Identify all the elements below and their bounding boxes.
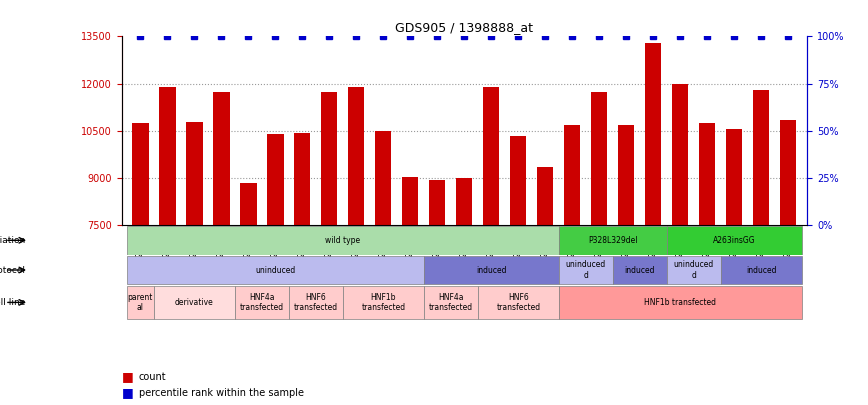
FancyBboxPatch shape <box>127 286 154 319</box>
Bar <box>240 183 257 226</box>
Text: HNF1b
transfected: HNF1b transfected <box>361 293 405 312</box>
Bar <box>537 167 554 226</box>
Text: HNF6
transfected: HNF6 transfected <box>294 293 338 312</box>
Bar <box>402 177 418 226</box>
Bar <box>618 125 635 226</box>
Text: count: count <box>139 372 167 382</box>
Text: uninduced: uninduced <box>255 266 295 275</box>
Text: cell line: cell line <box>0 298 25 307</box>
FancyBboxPatch shape <box>613 256 667 284</box>
Text: induced: induced <box>477 266 507 275</box>
Text: HNF4a
transfected: HNF4a transfected <box>240 293 284 312</box>
Text: ■: ■ <box>122 370 134 383</box>
Bar <box>700 123 715 226</box>
Bar <box>132 123 148 226</box>
FancyBboxPatch shape <box>343 286 424 319</box>
FancyBboxPatch shape <box>127 256 424 284</box>
Bar <box>430 180 445 226</box>
Bar <box>727 129 742 226</box>
FancyBboxPatch shape <box>667 256 720 284</box>
Text: uninduced
d: uninduced d <box>674 260 714 280</box>
Text: wild type: wild type <box>326 236 360 245</box>
Bar <box>348 87 365 226</box>
FancyBboxPatch shape <box>559 226 667 255</box>
Text: genotype/variation: genotype/variation <box>0 236 25 245</box>
Bar <box>672 84 688 226</box>
Bar <box>187 122 202 226</box>
Text: uninduced
d: uninduced d <box>566 260 606 280</box>
FancyBboxPatch shape <box>559 286 802 319</box>
Text: induced: induced <box>746 266 777 275</box>
Bar <box>457 178 472 226</box>
Text: P328L329del: P328L329del <box>589 236 638 245</box>
Bar <box>591 92 608 226</box>
Text: percentile rank within the sample: percentile rank within the sample <box>139 388 304 398</box>
FancyBboxPatch shape <box>127 226 559 255</box>
FancyBboxPatch shape <box>720 256 802 284</box>
Bar <box>483 87 499 226</box>
FancyBboxPatch shape <box>424 286 478 319</box>
FancyBboxPatch shape <box>559 256 613 284</box>
Bar <box>294 132 311 226</box>
Text: derivative: derivative <box>175 298 214 307</box>
Bar <box>564 125 581 226</box>
FancyBboxPatch shape <box>424 256 559 284</box>
Text: HNF6
transfected: HNF6 transfected <box>496 293 541 312</box>
Text: HNF4a
transfected: HNF4a transfected <box>429 293 473 312</box>
FancyBboxPatch shape <box>289 286 343 319</box>
Text: A263insGG: A263insGG <box>713 236 756 245</box>
Bar <box>160 87 175 226</box>
Bar <box>780 120 797 226</box>
FancyBboxPatch shape <box>235 286 289 319</box>
Title: GDS905 / 1398888_at: GDS905 / 1398888_at <box>396 21 533 34</box>
Bar <box>510 136 527 226</box>
Bar <box>375 131 391 226</box>
Bar <box>321 92 338 226</box>
Bar <box>214 92 229 226</box>
FancyBboxPatch shape <box>154 286 235 319</box>
Bar <box>267 134 284 226</box>
Text: HNF1b transfected: HNF1b transfected <box>644 298 716 307</box>
FancyBboxPatch shape <box>667 226 802 255</box>
Text: induced: induced <box>625 266 655 275</box>
FancyBboxPatch shape <box>478 286 559 319</box>
Text: protocol: protocol <box>0 266 25 275</box>
Bar <box>753 90 769 226</box>
Text: ■: ■ <box>122 386 134 399</box>
Text: parent
al: parent al <box>128 293 153 312</box>
Bar <box>645 43 661 226</box>
